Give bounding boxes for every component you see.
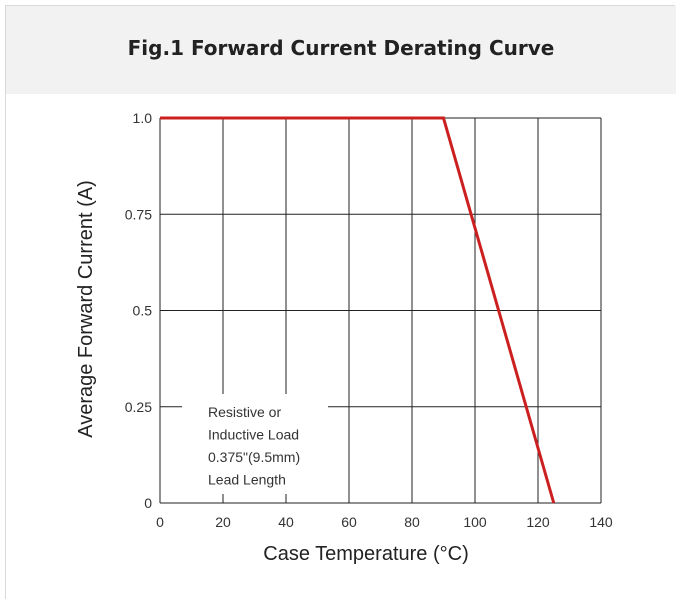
x-tick-label: 140 xyxy=(589,514,613,530)
tick-labels: 0 20 40 60 80 100 120 140 0 0.25 0.5 0.75 1.0 xyxy=(125,110,613,530)
x-tick-label: 100 xyxy=(463,514,487,530)
y-tick-label: 0.75 xyxy=(125,206,152,222)
x-tick-label: 40 xyxy=(278,514,294,530)
y-tick-label: 1.0 xyxy=(133,110,153,126)
chart-title: Fig.1 Forward Current Derating Curve xyxy=(127,36,555,60)
annotation-background xyxy=(182,394,328,494)
title-bar xyxy=(6,6,676,94)
annotation-line: Inductive Load xyxy=(208,427,299,443)
annotation-line: Resistive or xyxy=(208,404,281,420)
y-tick-label: 0.5 xyxy=(133,303,153,319)
figure-frame: Fig.1 Forward Current Derating Curve xyxy=(5,5,676,599)
x-tick-label: 20 xyxy=(215,514,231,530)
x-tick-label: 80 xyxy=(404,514,420,530)
x-tick-label: 60 xyxy=(341,514,357,530)
annotation-line: Lead Length xyxy=(208,472,286,488)
y-tick-label: 0.25 xyxy=(125,399,152,415)
derating-curve-line xyxy=(160,116,556,504)
y-tick-label: 0 xyxy=(144,495,152,511)
x-tick-label: 120 xyxy=(526,514,550,530)
y-axis-label: Average Forward Current (A) xyxy=(75,180,97,438)
annotation-line: 0.375"(9.5mm) xyxy=(208,449,300,465)
annotation: Resistive or Inductive Load 0.375"(9.5mm) L… xyxy=(182,394,328,494)
x-tick-label: 0 xyxy=(156,514,164,530)
x-axis-label: Case Temperature (°C) xyxy=(263,543,468,565)
series-group xyxy=(160,116,556,504)
